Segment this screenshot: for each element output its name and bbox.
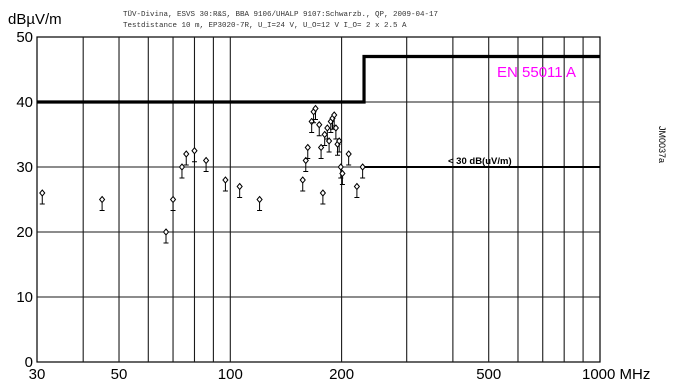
point-marker [183,150,190,158]
measurement-point [345,150,352,166]
point-marker [336,137,343,145]
point-marker [316,120,323,129]
reference-line-label: < 30 dB(uV/m) [448,156,512,167]
point-marker [319,189,327,197]
point-marker [39,189,46,197]
measurement-point [319,189,327,205]
point-marker [325,137,333,145]
plot-area [36,36,601,363]
point-marker [222,176,229,184]
measurement-point [324,124,331,140]
x-tick-1000: 1000 MHz [582,366,650,383]
y-axis-unit: dBµV/m [8,11,62,28]
point-marker [332,124,340,132]
point-marker [337,163,344,171]
measurement-point [222,176,229,192]
point-marker [331,111,338,119]
x-tick-50: 50 [111,366,128,383]
measurement-point [202,156,210,172]
measurement-point [331,111,338,127]
point-marker [202,156,210,165]
point-marker [178,163,186,171]
x-gridlines [82,37,584,362]
measurement-point [236,182,243,198]
x-tick-30: 30 [29,366,46,383]
y-tick-30: 30 [16,159,33,176]
point-marker [353,182,361,191]
x-tick-100: 100 [218,366,243,383]
measurement-point [39,189,46,205]
measurement-point [339,169,346,185]
point-marker [345,150,352,158]
measurement-point [191,146,198,163]
point-marker [304,143,311,152]
x-tick-500: 500 [476,366,501,383]
point-marker [98,195,106,204]
measurement-point [321,130,328,146]
point-marker [162,228,170,236]
y-tick-10: 10 [16,289,33,306]
measurement-points [39,104,366,244]
measurement-point [178,163,186,179]
measurement-point [359,163,366,179]
measurement-point [332,124,340,140]
y-tick-20: 20 [16,224,33,241]
measurement-point [256,195,263,211]
point-marker [321,130,328,139]
measurement-point [353,182,361,198]
x-tick-labels: 30 50 100 200 500 1000 MHz [29,366,651,383]
y-tick-50: 50 [16,29,33,46]
y-tick-labels: 0 10 20 30 40 50 [16,29,33,371]
limit-line-en55011a [37,54,600,104]
measurement-point [304,143,311,159]
measurement-point [312,104,319,120]
measurement-point [336,137,343,153]
measurement-point [325,137,333,153]
x-tick-200: 200 [329,366,354,383]
point-marker [236,182,243,191]
y-tick-40: 40 [16,94,33,111]
point-marker [324,124,331,132]
measurement-point [183,150,190,166]
y-tick-0: 0 [25,354,33,371]
measurement-point [98,195,106,211]
header-line-1: TÜV-Divina, ESVS 30:R&S, BBA 9106/UHALP … [123,10,438,19]
point-marker [299,176,306,184]
point-marker [169,195,177,204]
limit-line-label: EN 55011 A [497,64,576,81]
point-marker [256,195,263,204]
header-line-2: Testdistance 10 m, EP3020-7R, U_I=24 V, … [123,22,407,30]
point-marker [312,104,319,113]
chart-reference-code: JM0037a [657,126,667,163]
measurement-point [316,120,323,137]
point-marker [359,163,366,171]
point-marker [339,169,346,178]
measurement-point [169,195,177,211]
measurement-point [162,228,170,244]
measurement-point [299,176,306,192]
point-marker [191,146,198,155]
